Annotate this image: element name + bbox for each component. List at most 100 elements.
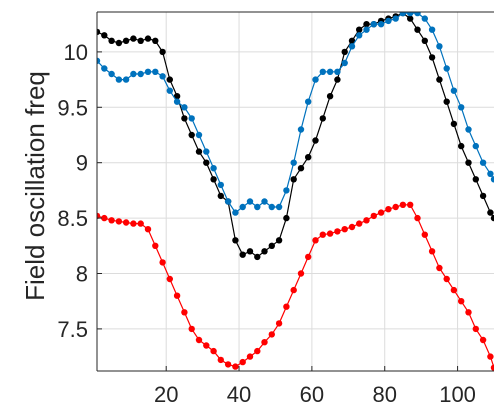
y-tick-label: 9.5 [57, 95, 88, 120]
data-point [421, 231, 428, 238]
data-point [370, 212, 377, 220]
data-point [450, 87, 458, 94]
data-point [130, 220, 137, 227]
y-tick-label: 8.5 [57, 206, 88, 231]
data-point [137, 37, 144, 44]
data-point [487, 353, 494, 360]
data-point [334, 228, 341, 235]
data-point [421, 37, 428, 44]
data-point [115, 76, 123, 83]
data-point [341, 226, 348, 233]
data-point [414, 26, 421, 33]
plot-area [97, 12, 494, 371]
data-point [348, 37, 356, 44]
data-point [305, 98, 312, 105]
data-point [239, 251, 246, 258]
data-point [275, 320, 283, 327]
data-point [283, 214, 290, 222]
data-point [472, 176, 479, 183]
data-point [407, 12, 414, 17]
data-point [232, 237, 239, 244]
data-point [450, 286, 458, 294]
data-point [490, 214, 494, 222]
data-point [465, 126, 472, 133]
data-point [490, 176, 494, 183]
data-point [130, 35, 137, 42]
data-point [239, 203, 246, 211]
data-point [122, 76, 130, 83]
data-point [159, 73, 166, 80]
y-tick-label: 9 [76, 151, 88, 176]
data-point [115, 218, 123, 225]
data-point [246, 353, 254, 360]
x-tick-label: 60 [300, 382, 324, 407]
data-point [152, 68, 159, 76]
data-point [290, 176, 297, 183]
data-point [326, 68, 334, 76]
data-point [188, 115, 195, 122]
data-point [436, 264, 443, 272]
data-point [115, 39, 123, 47]
data-point [377, 209, 385, 216]
data-point [283, 187, 290, 194]
data-point [399, 12, 407, 17]
data-point [487, 170, 494, 177]
data-point [472, 325, 479, 333]
data-point [181, 104, 188, 111]
data-point [173, 292, 181, 299]
data-point [152, 37, 159, 44]
data-point [173, 98, 181, 105]
data-point [268, 242, 275, 249]
data-point [348, 43, 356, 50]
data-point [275, 203, 283, 211]
data-point [224, 198, 232, 205]
x-tick-label: 80 [372, 382, 396, 407]
data-point [290, 286, 297, 294]
data-point [210, 176, 217, 183]
data-point [399, 201, 407, 208]
data-point [312, 137, 319, 144]
data-point [97, 28, 101, 36]
data-point [414, 12, 421, 17]
data-point [414, 214, 421, 222]
data-point [305, 154, 312, 161]
data-point [319, 115, 326, 122]
data-point [305, 253, 312, 261]
data-point [210, 165, 217, 172]
data-point [166, 76, 173, 83]
data-point [341, 48, 348, 56]
data-point [370, 21, 377, 28]
ticks: 20 40 60 80 100 7.5 8 8.5 9 9.5 10 [57, 40, 476, 407]
data-point [479, 336, 487, 344]
data-point [217, 181, 224, 189]
data-point [122, 219, 130, 226]
data-point [152, 242, 159, 249]
data-point [195, 336, 203, 344]
data-point [261, 248, 268, 255]
data-point [326, 230, 334, 237]
series-2 [97, 12, 494, 216]
data-point [319, 231, 326, 238]
series-1 [97, 12, 494, 261]
data-point [195, 131, 203, 139]
data-point [392, 15, 399, 22]
data-point [254, 203, 261, 211]
data-point [130, 70, 137, 78]
data-point [246, 198, 254, 205]
x-tick-label: 20 [154, 382, 178, 407]
data-point [356, 32, 363, 39]
data-point [450, 120, 458, 128]
y-tick-label: 7.5 [57, 317, 88, 342]
data-point [312, 76, 319, 83]
data-point [283, 303, 290, 310]
data-point [290, 159, 297, 166]
data-point [108, 37, 115, 44]
data-point [472, 142, 479, 150]
data-point [377, 21, 385, 28]
data-point [246, 248, 254, 255]
data-point [363, 217, 370, 224]
data-point [144, 226, 152, 233]
data-point [210, 347, 217, 355]
data-point [341, 59, 348, 67]
